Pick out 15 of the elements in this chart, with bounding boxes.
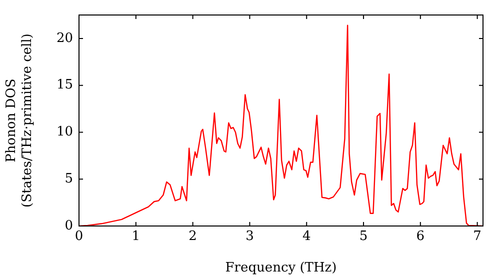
y-axis-title: Phonon DOS (States/THz·primitive cell) [4, 33, 35, 208]
x-tick-label: 3 [246, 229, 254, 244]
x-tick-label: 1 [132, 229, 140, 244]
y-tick-label: 20 [56, 30, 73, 46]
x-tick-label: 5 [359, 229, 368, 244]
y-tick-label: 10 [56, 124, 73, 140]
x-tick-label: 0 [74, 229, 84, 244]
x-tick-label: 7 [473, 229, 482, 244]
y-tick-label: 5 [64, 171, 73, 186]
y-tick-label: 0 [64, 218, 73, 234]
x-axis-title: Frequency (THz) [225, 260, 337, 276]
x-tick-label: 2 [188, 229, 197, 244]
x-tick-label: 4 [302, 229, 311, 244]
x-tick-label: 6 [416, 229, 425, 244]
y-tick-label: 15 [56, 78, 73, 93]
